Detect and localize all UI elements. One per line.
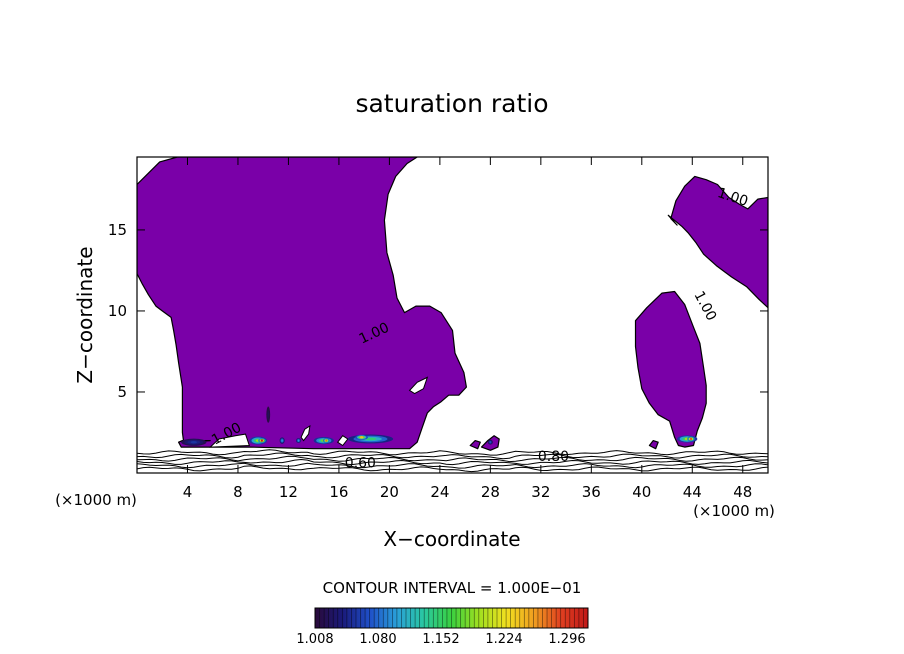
hot-spot-11 bbox=[687, 436, 695, 442]
x-tick-label: 40 bbox=[632, 483, 651, 501]
colorbar-labels: 1.008 1.080 1.152 1.224 1.296 bbox=[296, 632, 585, 647]
x-tick-label: 36 bbox=[582, 483, 601, 501]
hot-spot-ring bbox=[260, 439, 263, 442]
stable-layer-line bbox=[137, 465, 768, 473]
hot-spot-8 bbox=[296, 438, 302, 444]
hot-spot-9 bbox=[487, 439, 493, 445]
cloud-region-small-cell-41 bbox=[648, 440, 659, 450]
stable-layer-line bbox=[137, 455, 768, 463]
hot-spot-ring bbox=[281, 439, 283, 442]
hot-spot-7 bbox=[355, 434, 368, 440]
stable-layer-line bbox=[137, 452, 768, 460]
cloud-region-tall-cloud-east bbox=[634, 290, 707, 448]
y-axis-ticks: 5 10 15 bbox=[108, 221, 768, 401]
hot-spot-ring bbox=[364, 437, 377, 441]
colorbar-tick-label: 1.008 bbox=[296, 632, 333, 647]
x-unit-right: (×1000 m) bbox=[693, 502, 775, 520]
chart-title: saturation ratio bbox=[355, 89, 548, 118]
hot-spot-ring bbox=[325, 439, 328, 442]
contour-interval-text: CONTOUR INTERVAL = 1.000E−01 bbox=[323, 579, 582, 597]
cloud-region-main-cloud bbox=[137, 157, 467, 450]
cloud-regions bbox=[137, 157, 768, 451]
x-axis-ticks: 4 8 12 16 20 24 28 32 36 40 44 48 bbox=[183, 157, 752, 501]
contour-label: 0.60 bbox=[345, 455, 376, 471]
hot-spot-3 bbox=[279, 437, 285, 444]
colorbar-tick-label: 1.224 bbox=[485, 632, 522, 647]
hot-spots bbox=[181, 406, 698, 446]
hot-spot-12 bbox=[266, 406, 271, 423]
stable-layer-line bbox=[137, 462, 768, 469]
x-tick-label: 8 bbox=[233, 483, 243, 501]
cloud-region-anvil-cloud-east bbox=[667, 175, 768, 309]
clear-hole-22 bbox=[408, 376, 429, 395]
clear-holes bbox=[208, 376, 429, 448]
y-tick-label: 10 bbox=[108, 302, 127, 320]
plot-frame bbox=[136, 156, 769, 474]
x-tick-label: 44 bbox=[683, 483, 702, 501]
hot-spot-ring bbox=[267, 412, 269, 417]
y-axis-label: Z−coordinate bbox=[73, 246, 97, 383]
clear-hole-gap-4 bbox=[208, 433, 250, 448]
x-tick-label: 24 bbox=[430, 483, 449, 501]
x-tick-label: 48 bbox=[733, 483, 752, 501]
x-unit-left: (×1000 m) bbox=[55, 491, 137, 509]
stable-layer-line bbox=[137, 458, 768, 466]
colorbar-stripes bbox=[319, 608, 584, 628]
y-tick-label: 5 bbox=[117, 383, 127, 401]
contour-label: 0.80 bbox=[538, 449, 569, 465]
hot-spot-ring bbox=[489, 441, 491, 444]
stable-layer-lines bbox=[137, 449, 768, 473]
colorbar-tick-label: 1.080 bbox=[359, 632, 396, 647]
colorbar-tick-label: 1.152 bbox=[422, 632, 459, 647]
hot-spot-ring bbox=[360, 436, 364, 439]
colorbar: 1.008 1.080 1.152 1.224 1.296 bbox=[296, 607, 589, 647]
hot-spot-6 bbox=[347, 434, 394, 444]
x-tick-label: 16 bbox=[329, 483, 348, 501]
y-tick-label: 15 bbox=[108, 221, 127, 239]
contour-label: 1.00 bbox=[691, 289, 720, 324]
x-tick-label: 32 bbox=[531, 483, 550, 501]
x-tick-label: 4 bbox=[183, 483, 193, 501]
clear-hole-13 bbox=[300, 424, 311, 442]
hot-spot-2 bbox=[258, 438, 266, 444]
x-tick-label: 28 bbox=[481, 483, 500, 501]
hot-spot-ring bbox=[690, 437, 692, 441]
hot-spot-ring bbox=[190, 441, 197, 444]
hot-spot-0 bbox=[181, 438, 207, 446]
cloud-region-small-cell-27 bbox=[469, 440, 481, 450]
x-tick-label: 12 bbox=[279, 483, 298, 501]
x-tick-label: 20 bbox=[380, 483, 399, 501]
stable-layer-line bbox=[137, 449, 768, 456]
plot-area bbox=[137, 157, 768, 473]
hot-spot-ring bbox=[297, 439, 300, 442]
x-axis-label: X−coordinate bbox=[383, 527, 520, 551]
colorbar-tick-label: 1.296 bbox=[548, 632, 585, 647]
hot-spot-5 bbox=[323, 438, 330, 444]
